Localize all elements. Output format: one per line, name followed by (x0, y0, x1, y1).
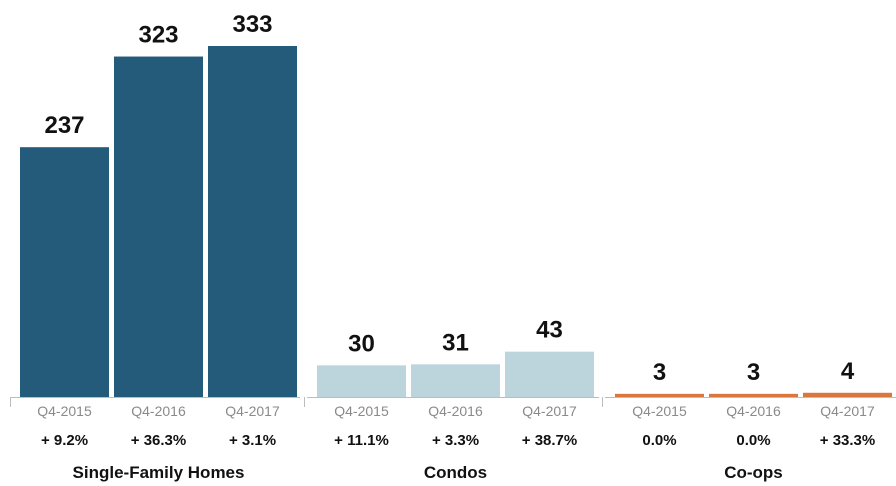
x-tick-label: Q4-2017 (225, 403, 280, 419)
change-label: + 3.1% (229, 432, 276, 449)
change-label: + 3.3% (432, 432, 479, 449)
x-tick-label: Q4-2017 (820, 403, 875, 419)
bar (803, 392, 892, 397)
change-label: 0.0% (642, 432, 676, 449)
value-label: 31 (442, 329, 469, 356)
value-label: 4 (841, 358, 855, 385)
bar (615, 393, 704, 397)
change-label: + 33.3% (820, 432, 875, 449)
change-label: + 11.1% (334, 432, 389, 449)
bar (411, 364, 500, 397)
x-tick-label: Q4-2016 (428, 403, 483, 419)
group-label: Single-Family Homes (73, 463, 245, 482)
bar (709, 393, 798, 397)
x-tick-label: Q4-2015 (37, 403, 92, 419)
group-label: Condos (424, 463, 487, 482)
value-label: 43 (536, 317, 563, 344)
value-label: 30 (348, 330, 375, 357)
change-label: + 9.2% (41, 432, 88, 449)
x-tick-label: Q4-2017 (522, 403, 577, 419)
bar (317, 365, 406, 397)
bar (505, 351, 594, 397)
change-label: + 36.3% (131, 432, 186, 449)
bar (208, 46, 297, 397)
change-label: 0.0% (736, 432, 770, 449)
value-label: 3 (747, 359, 760, 386)
x-tick-label: Q4-2016 (726, 403, 781, 419)
value-label: 333 (232, 11, 272, 38)
value-label: 3 (653, 359, 666, 386)
x-tick-label: Q4-2015 (334, 403, 389, 419)
value-label: 323 (138, 22, 178, 49)
bar (114, 56, 203, 398)
x-tick-label: Q4-2015 (632, 403, 687, 419)
x-tick-label: Q4-2016 (131, 403, 186, 419)
value-label: 237 (44, 112, 84, 139)
group-label: Co-ops (724, 463, 783, 482)
change-label: + 38.7% (522, 432, 577, 449)
bar (20, 147, 109, 397)
